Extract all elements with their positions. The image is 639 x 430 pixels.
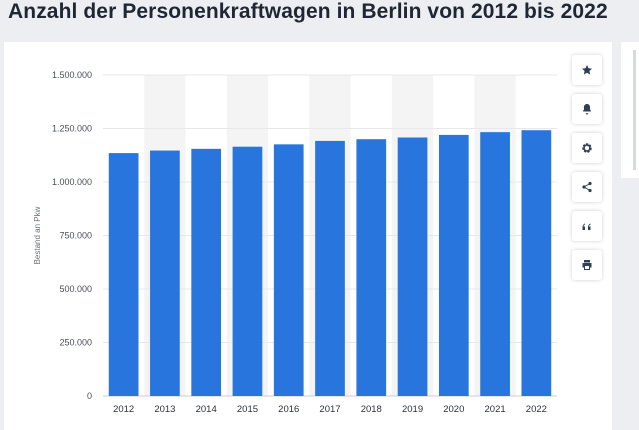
bar (356, 139, 387, 396)
settings-button[interactable] (572, 133, 602, 163)
y-tick-label: 250.000 (59, 338, 92, 348)
print-icon (582, 260, 592, 270)
bar (438, 134, 469, 397)
x-tick-label: 2017 (319, 404, 340, 415)
print-button[interactable] (572, 250, 602, 280)
bar (273, 144, 304, 396)
x-tick-label: 2022 (526, 404, 547, 415)
star-icon (582, 65, 592, 75)
bar (108, 153, 139, 396)
y-tick-label: 750.000 (59, 231, 92, 241)
quote-icon (582, 223, 591, 230)
share-icon (582, 181, 592, 193)
x-tick-label: 2016 (278, 404, 299, 415)
x-tick-label: 2021 (485, 404, 506, 415)
x-tick-label: 2012 (113, 404, 134, 415)
y-tick-label: 1.000.000 (52, 177, 92, 187)
y-tick-label: 0 (87, 391, 92, 401)
chart-toolbar (572, 55, 602, 289)
x-tick-label: 2013 (154, 404, 175, 415)
bookmark-button[interactable] (572, 55, 602, 85)
bar (315, 140, 345, 396)
bar (191, 148, 222, 396)
bar (521, 130, 552, 396)
y-tick-label: 1.250.000 (52, 124, 92, 134)
bar (397, 137, 428, 396)
side-panel (621, 42, 639, 178)
y-axis-label: Bestand an Pkw (33, 206, 42, 264)
x-tick-label: 2015 (237, 404, 258, 415)
bell-icon (583, 104, 591, 115)
cite-button[interactable] (572, 211, 602, 241)
y-tick-label: 500.000 (59, 284, 92, 294)
bar (480, 132, 510, 396)
notification-button[interactable] (572, 94, 602, 124)
x-tick-label: 2019 (402, 404, 423, 415)
x-tick-label: 2014 (196, 404, 217, 415)
side-panel-scrollbar[interactable] (633, 50, 636, 170)
page-title: Anzahl der Personenkraftwagen in Berlin … (8, 0, 608, 23)
bar (232, 146, 263, 396)
x-tick-label: 2018 (361, 404, 382, 415)
share-button[interactable] (572, 172, 602, 202)
y-tick-label: 1.500.000 (52, 70, 92, 80)
bar (150, 150, 180, 396)
gear-icon (582, 143, 592, 153)
x-tick-label: 2020 (443, 404, 464, 415)
